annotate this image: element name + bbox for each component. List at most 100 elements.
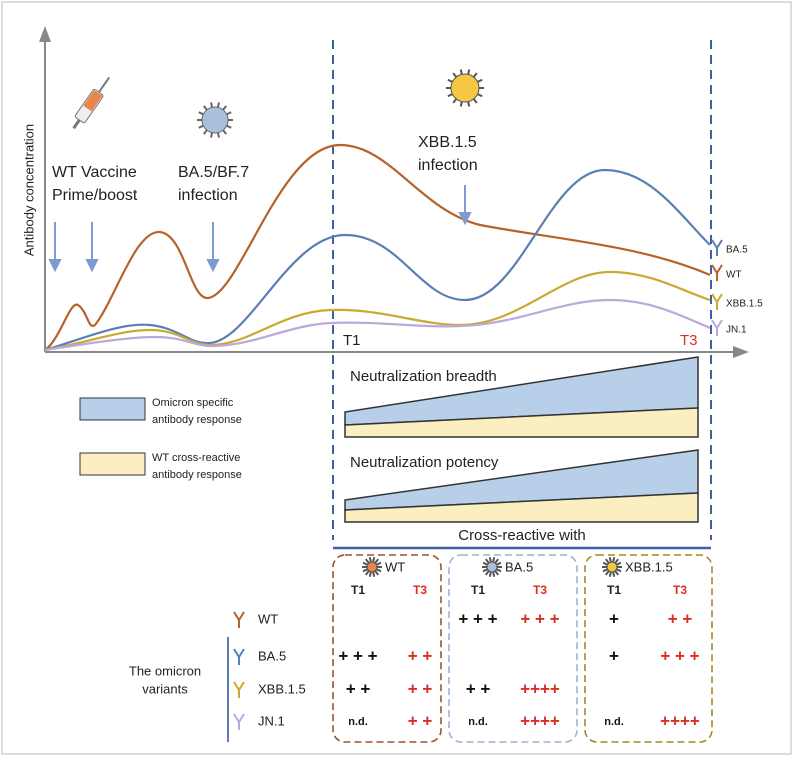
spike	[368, 557, 372, 563]
antibody-icon	[711, 319, 723, 336]
spike	[467, 69, 471, 75]
cell: + + +	[660, 646, 699, 665]
spike	[477, 93, 483, 98]
event-label: Prime/boost	[52, 187, 138, 204]
spike	[198, 124, 204, 129]
cell: + + +	[458, 609, 497, 628]
event-label: BA.5/BF.7	[178, 164, 249, 181]
spike	[612, 557, 616, 563]
cell: + +	[346, 679, 371, 698]
spike	[614, 558, 620, 564]
legend-boxes	[79, 397, 146, 476]
group-label: variants	[142, 681, 188, 696]
spike	[198, 111, 204, 116]
spike	[222, 129, 228, 135]
column-header: WT	[385, 559, 405, 574]
timepoint-lines	[332, 40, 712, 540]
spike	[608, 571, 612, 577]
column-header: BA.5	[505, 559, 533, 574]
cell: + +	[408, 711, 433, 730]
spike	[488, 571, 492, 577]
spike	[202, 105, 208, 111]
cell: + +	[466, 679, 491, 698]
spike	[608, 557, 612, 563]
spike	[374, 570, 380, 576]
event-label: WT Vaccine	[52, 164, 137, 181]
spike	[222, 105, 228, 111]
spike	[492, 571, 496, 577]
spike	[376, 568, 382, 573]
spike	[494, 570, 500, 576]
spike	[484, 558, 490, 564]
cell: + + +	[520, 609, 559, 628]
legend-label: antibody response	[152, 469, 242, 481]
spike	[372, 571, 376, 577]
spike	[612, 571, 616, 577]
spike	[492, 557, 496, 563]
virus-body	[201, 106, 229, 134]
antibody-icon	[233, 611, 245, 628]
spike	[477, 78, 483, 83]
response-panels	[344, 356, 699, 523]
panel-title: Neutralization potency	[350, 454, 499, 471]
column-t3: T3	[413, 583, 427, 597]
curve-label: JN.1	[726, 325, 747, 336]
spike	[616, 568, 622, 573]
spike	[364, 558, 370, 564]
row-label: JN.1	[258, 713, 285, 728]
spike	[496, 568, 502, 573]
event-label: infection	[178, 187, 238, 204]
event-label: infection	[418, 157, 478, 174]
spike	[447, 93, 453, 98]
spike	[488, 557, 492, 563]
legend-label: antibody response	[152, 414, 242, 426]
row-label: WT	[258, 611, 278, 626]
cell: ++++	[660, 711, 700, 730]
virus-body	[606, 561, 618, 573]
spike	[216, 102, 220, 108]
antibody-icon	[711, 293, 723, 310]
spike	[459, 69, 463, 75]
spike	[602, 568, 608, 573]
event-label: XBB.1.5	[418, 134, 477, 151]
event-arrows	[48, 185, 472, 273]
column-boxes	[332, 554, 713, 743]
antibody-icon	[233, 648, 245, 665]
cell: n.d.	[604, 716, 624, 728]
antibody-icon	[711, 264, 723, 281]
row-label: BA.5	[258, 648, 286, 663]
curves	[44, 143, 711, 352]
panel-title: Neutralization breadth	[350, 368, 497, 385]
legend-label: WT cross-reactive	[152, 452, 240, 464]
spike	[374, 558, 380, 564]
spike	[226, 111, 232, 116]
spike	[604, 558, 610, 564]
legend-label: Omicron specific	[152, 397, 234, 409]
antibody-icon	[233, 681, 245, 698]
column-t3: T3	[673, 583, 687, 597]
spike	[362, 568, 368, 573]
column-t1: T1	[607, 583, 621, 597]
virus-icons	[197, 69, 723, 730]
table-title: Cross-reactive with	[458, 527, 586, 544]
cell: + +	[408, 679, 433, 698]
spike	[602, 561, 608, 566]
spike	[368, 571, 372, 577]
group-label: The omicron	[129, 663, 201, 678]
curve-label: WT	[726, 270, 742, 281]
cell: ++++	[520, 711, 560, 730]
spike	[202, 129, 208, 135]
column-header: XBB.1.5	[625, 559, 673, 574]
cell: + +	[668, 609, 693, 628]
spike	[484, 570, 490, 576]
spike	[376, 561, 382, 566]
spike	[362, 561, 368, 566]
cell: ++++	[520, 679, 560, 698]
syringe-icon	[72, 76, 111, 130]
column-t3: T3	[533, 583, 547, 597]
cell: n.d.	[348, 716, 368, 728]
spike	[447, 78, 453, 83]
row-label: XBB.1.5	[258, 681, 306, 696]
